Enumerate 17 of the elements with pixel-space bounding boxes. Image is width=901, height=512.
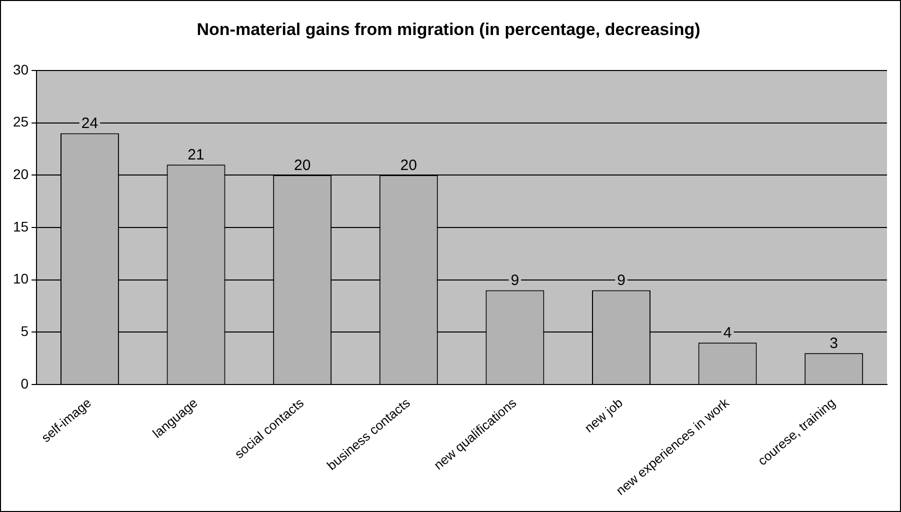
y-tick-label: 0 — [20, 375, 29, 392]
y-tick-label: 25 — [12, 114, 29, 130]
data-label: 3 — [830, 334, 838, 352]
data-label: 20 — [400, 156, 417, 174]
y-tick-label: 20 — [12, 166, 29, 182]
data-label: 9 — [617, 272, 626, 289]
data-label: 21 — [188, 146, 204, 164]
y-tick-label: 10 — [12, 270, 29, 287]
data-label: 9 — [510, 272, 520, 289]
chart-title: Non-material gains from migration (in percentage, decreasing) — [196, 20, 700, 39]
y-tick-label: 30 — [12, 61, 29, 78]
y-tick-label: 15 — [12, 218, 29, 234]
x-tick-label: new job — [582, 395, 626, 436]
data-label: 24 — [81, 114, 98, 132]
data-label: 4 — [723, 324, 732, 342]
y-tick-label: 5 — [20, 323, 29, 340]
data-label: 20 — [294, 156, 311, 174]
